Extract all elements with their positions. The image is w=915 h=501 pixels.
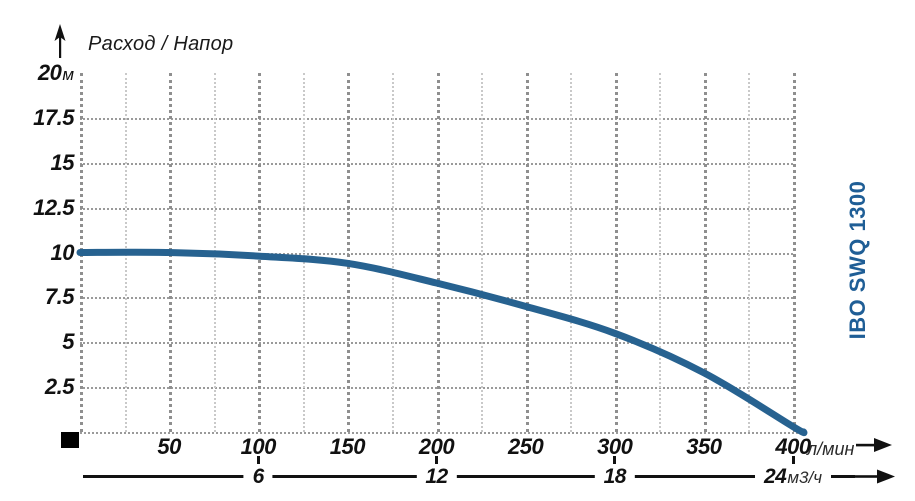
secondary-tick-value: 6 xyxy=(252,465,265,488)
y-tick-value: 10 xyxy=(50,239,75,265)
gridline-v-major xyxy=(525,73,529,432)
y-tick-value: 12.5 xyxy=(33,194,74,220)
y-tick-value: 2.5 xyxy=(44,374,75,400)
secondary-tick-label: 18 xyxy=(594,464,635,489)
y-tick-value: 7.5 xyxy=(44,284,75,310)
gridline-v-minor xyxy=(570,73,573,432)
x-tick-label: 200 xyxy=(418,434,455,459)
x-tick-label: 50 xyxy=(157,434,181,459)
x-tick-label: 100 xyxy=(240,434,277,459)
y-tick-value: 5 xyxy=(62,329,74,355)
secondary-tick xyxy=(613,456,617,464)
y-tick-value: 17.5 xyxy=(33,104,74,130)
gridline-v-minor xyxy=(124,73,127,432)
secondary-tick xyxy=(435,456,438,464)
gridline-v-minor xyxy=(659,73,662,432)
gridline-v-minor xyxy=(213,73,216,432)
y-tick-label: 7.5 xyxy=(0,284,75,310)
y-tick-label: 10 xyxy=(0,239,75,266)
gridline-v-major xyxy=(793,73,796,432)
gridline-v-major xyxy=(436,73,440,432)
gridline-v-major xyxy=(703,73,707,432)
y-tick-value: 20 xyxy=(37,60,62,85)
x-tick-label: 400 xyxy=(775,434,811,459)
secondary-tick-value: 18 xyxy=(603,465,627,488)
x-tick-label: 250 xyxy=(508,434,544,459)
y-tick-label: 20м xyxy=(0,60,74,88)
y-tick-label: 12.5 xyxy=(0,195,74,221)
gridline-v-major xyxy=(169,73,173,432)
x-secondary-axis-arrow-icon xyxy=(855,469,895,484)
secondary-tick-value: 12 xyxy=(425,465,448,488)
x-primary-axis-arrow-icon xyxy=(856,438,892,452)
gridline-v-minor xyxy=(481,73,484,432)
secondary-tick-label: 6 xyxy=(243,464,273,489)
y-tick-label: 17.5 xyxy=(0,105,74,131)
y-axis-line xyxy=(80,73,83,432)
gridline-v-minor xyxy=(391,73,394,432)
gridline-v-major xyxy=(614,73,618,432)
x-tick-label: 150 xyxy=(329,434,366,459)
secondary-tick-label: 12 xyxy=(416,464,457,489)
y-axis-arrow-icon xyxy=(54,24,66,58)
secondary-tick-label: 24м3/ч xyxy=(755,464,831,490)
y-unit-label: м xyxy=(62,65,74,84)
secondary-tick-value: 24 xyxy=(764,465,787,488)
origin-marker xyxy=(61,432,79,448)
secondary-tick xyxy=(256,456,260,464)
chart-title: Расход / Напор xyxy=(88,33,234,55)
x-tick-label: 300 xyxy=(597,434,633,459)
x-primary-unit-label: л/мин xyxy=(807,439,855,459)
secondary-tick xyxy=(791,456,795,464)
y-tick-value: 15 xyxy=(50,149,75,175)
x-tick-label: 350 xyxy=(686,434,722,459)
y-tick-label: 15 xyxy=(0,149,75,176)
gridline-v-minor xyxy=(302,73,305,432)
secondary-axis-line xyxy=(83,475,855,478)
gridline-v-minor xyxy=(748,73,751,432)
gridline-v-major xyxy=(347,73,351,432)
gridline-v-major xyxy=(258,73,262,432)
y-tick-label: 2.5 xyxy=(0,374,75,400)
y-tick-label: 5 xyxy=(0,329,74,355)
x-secondary-unit-label: м3/ч xyxy=(787,468,822,487)
pump-model-label: IBO SWQ 1300 xyxy=(845,180,870,340)
